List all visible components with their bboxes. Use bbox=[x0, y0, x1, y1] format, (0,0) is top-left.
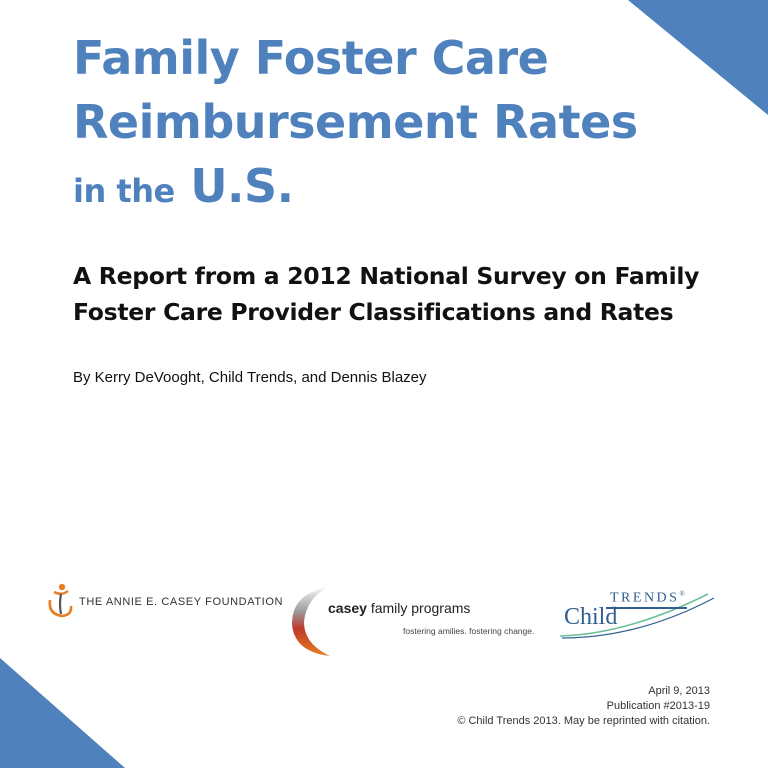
aecf-figure-icon bbox=[48, 583, 73, 618]
publication-date: April 9, 2013 bbox=[648, 685, 710, 697]
child-trends-trends: TRENDS® bbox=[606, 590, 687, 609]
casey-name: casey family programs bbox=[328, 600, 470, 616]
casey-swoosh-icon bbox=[292, 588, 330, 656]
copyright-notice: © Child Trends 2013. May be reprinted wi… bbox=[457, 715, 710, 727]
aecf-logo: THE ANNIE E. CASEY FOUNDATION bbox=[44, 582, 283, 620]
title-line-3: in the U.S. bbox=[73, 154, 638, 223]
child-trends-trends-text: TRENDS bbox=[610, 590, 680, 606]
title-prefix: in the bbox=[73, 172, 175, 210]
child-trends-logo: Child TRENDS® bbox=[558, 588, 718, 640]
report-title: Family Foster Care Reimbursement Rates i… bbox=[73, 26, 638, 223]
casey-tagline: fostering amilies. fostering change. bbox=[403, 626, 535, 636]
publication-number: Publication #2013-19 bbox=[606, 700, 710, 712]
child-trends-arc-icon bbox=[559, 593, 715, 639]
corner-triangle-top-right bbox=[628, 0, 768, 115]
subtitle-line-1: A Report from a 2012 National Survey on … bbox=[73, 262, 700, 290]
casey-name-rest: family programs bbox=[366, 600, 471, 616]
registered-mark: ® bbox=[679, 590, 685, 598]
title-line-2: Reimbursement Rates bbox=[73, 95, 638, 149]
title-country: U.S. bbox=[190, 159, 294, 213]
subtitle-line-2: Foster Care Provider Classifications and… bbox=[73, 298, 674, 326]
corner-triangle-bottom-left bbox=[0, 658, 125, 768]
report-subtitle: A Report from a 2012 National Survey on … bbox=[73, 258, 713, 330]
casey-name-bold: casey bbox=[328, 600, 367, 616]
aecf-name: THE ANNIE E. CASEY FOUNDATION bbox=[79, 596, 284, 608]
publication-footer: April 9, 2013 Publication #2013-19 © Chi… bbox=[457, 684, 710, 729]
casey-family-programs-logo: casey family programs fostering amilies.… bbox=[290, 586, 540, 658]
author-byline: By Kerry DeVooght, Child Trends, and Den… bbox=[73, 369, 427, 386]
title-line-1: Family Foster Care bbox=[73, 31, 549, 85]
